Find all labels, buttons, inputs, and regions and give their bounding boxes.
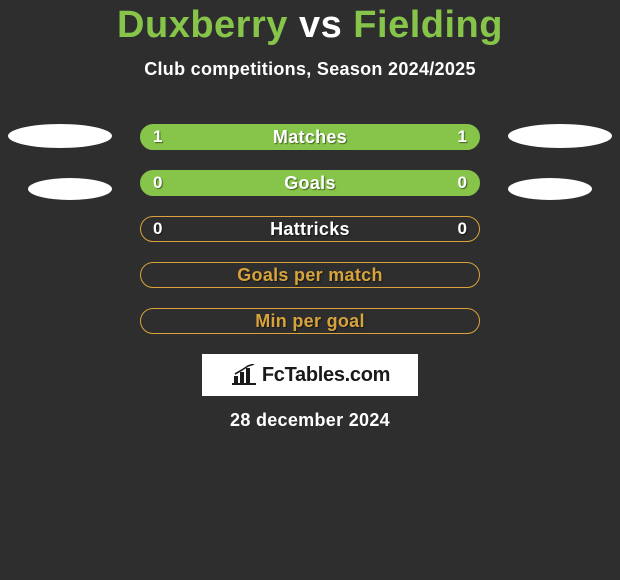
stat-right-value: 0 (458, 217, 467, 241)
stat-left-value: 0 (153, 217, 162, 241)
vs-separator: vs (299, 4, 342, 46)
page-title: Duxberry vs Fielding (0, 4, 620, 47)
stat-right-value: 1 (458, 125, 467, 149)
stat-row-matches: 1 Matches 1 (140, 124, 480, 150)
brand-link[interactable]: FcTables.com (202, 354, 418, 396)
stat-left-value: 0 (153, 171, 162, 195)
player-right-name: Fielding (353, 4, 503, 46)
stat-right-value: 0 (458, 171, 467, 195)
page-root: Duxberry vs Fielding Club competitions, … (0, 0, 620, 580)
stat-label: Goals per match (237, 265, 383, 286)
player-left-name: Duxberry (117, 4, 288, 46)
stat-label: Hattricks (270, 219, 350, 240)
brand-text: FcTables.com (262, 364, 390, 387)
stat-row-goals: 0 Goals 0 (140, 170, 480, 196)
stat-row-hattricks: 0 Hattricks 0 (140, 216, 480, 242)
bar-chart-icon (230, 364, 258, 386)
stat-label: Min per goal (255, 311, 365, 332)
stat-label: Matches (273, 127, 347, 148)
stat-label: Goals (284, 173, 336, 194)
stat-row-min-per-goal: Min per goal (140, 308, 480, 334)
player-right-badge-bottom (508, 178, 592, 200)
stats-stack: 1 Matches 1 0 Goals 0 0 Hattricks 0 Goal… (140, 124, 480, 354)
stat-row-goals-per-match: Goals per match (140, 262, 480, 288)
player-left-badge-bottom (28, 178, 112, 200)
player-right-badge-top (508, 124, 612, 148)
subtitle: Club competitions, Season 2024/2025 (0, 59, 620, 80)
stat-left-value: 1 (153, 125, 162, 149)
player-left-badge-top (8, 124, 112, 148)
date-label: 28 december 2024 (0, 410, 620, 431)
